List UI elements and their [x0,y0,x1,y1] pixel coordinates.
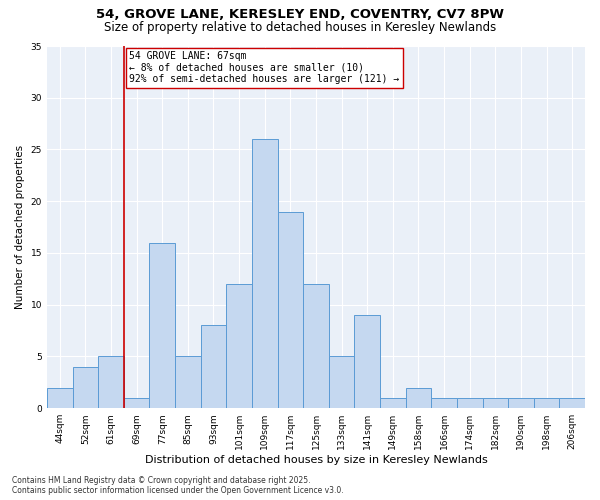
Bar [200,326,226,408]
Bar [47,388,73,408]
Bar [355,315,380,408]
Bar [149,242,175,408]
Bar [226,284,252,408]
Bar [278,212,303,408]
Bar [508,398,534,408]
Bar [406,388,431,408]
Bar [534,398,559,408]
Bar [252,139,278,408]
Bar [98,356,124,408]
Bar [124,398,149,408]
Bar [482,398,508,408]
Bar [431,398,457,408]
Y-axis label: Number of detached properties: Number of detached properties [15,145,25,309]
Bar [329,356,355,408]
Text: 54, GROVE LANE, KERESLEY END, COVENTRY, CV7 8PW: 54, GROVE LANE, KERESLEY END, COVENTRY, … [96,8,504,20]
Bar [73,367,98,408]
Text: 54 GROVE LANE: 67sqm
← 8% of detached houses are smaller (10)
92% of semi-detach: 54 GROVE LANE: 67sqm ← 8% of detached ho… [129,51,399,84]
Bar [175,356,200,408]
X-axis label: Distribution of detached houses by size in Keresley Newlands: Distribution of detached houses by size … [145,455,487,465]
Text: Contains HM Land Registry data © Crown copyright and database right 2025.
Contai: Contains HM Land Registry data © Crown c… [12,476,344,495]
Text: Size of property relative to detached houses in Keresley Newlands: Size of property relative to detached ho… [104,21,496,34]
Bar [380,398,406,408]
Bar [303,284,329,408]
Bar [559,398,585,408]
Bar [457,398,482,408]
